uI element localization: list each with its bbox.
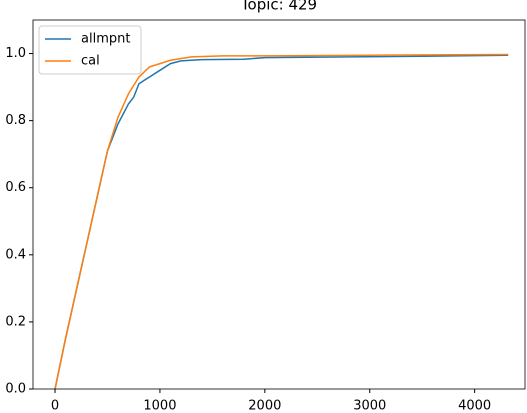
chart-title: Topic: 429 [240, 0, 317, 14]
y-tick-label: 0.2 [5, 314, 26, 329]
legend-box [38, 25, 142, 75]
x-tick-label: 2000 [248, 399, 281, 413]
y-tick-label: 0.4 [5, 247, 26, 262]
line [54, 53, 509, 390]
x-tick-label: 4000 [458, 399, 491, 413]
y-tick-label: 1.0 [5, 46, 26, 61]
x-tick-label: 1000 [143, 399, 176, 413]
legend-label: cal [81, 54, 100, 69]
y-tick-label: 0.6 [5, 180, 26, 195]
legend-label: allmpnt [81, 32, 130, 47]
x-tick-label: 0 [51, 399, 59, 413]
axes-frame [32, 19, 526, 390]
y-tick-label: 0.0 [5, 382, 26, 397]
y-tick-label: 0.8 [5, 113, 26, 128]
x-tick-label: 3000 [353, 399, 386, 413]
